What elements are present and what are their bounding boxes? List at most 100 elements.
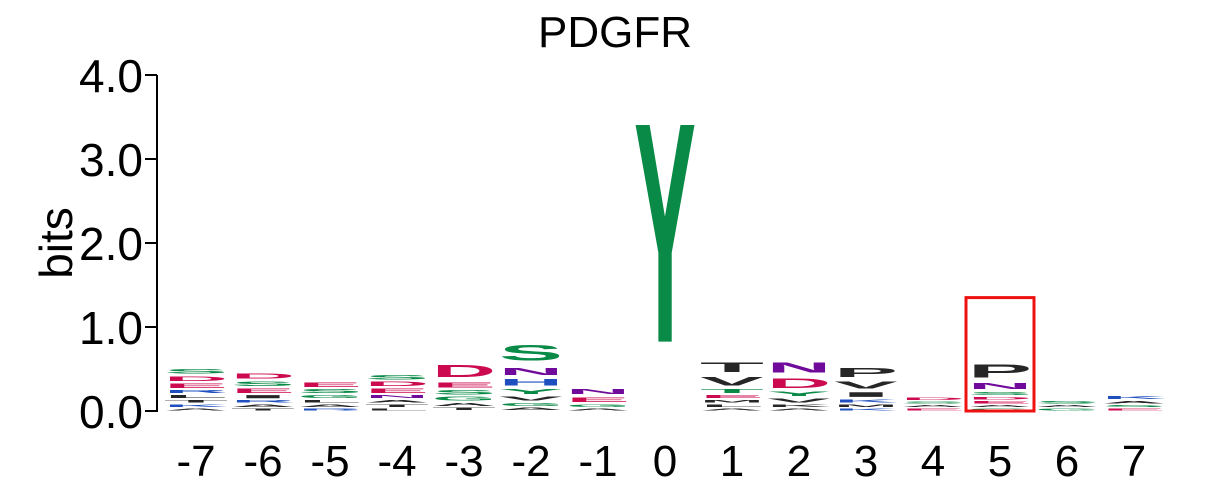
logo-letter: D	[365, 381, 429, 388]
y-axis-label: bits	[30, 207, 82, 279]
logo-letter: G	[566, 403, 630, 407]
logo-letter: S	[432, 389, 496, 396]
x-tick-label: -5	[310, 437, 349, 486]
logo-letter: G	[499, 402, 563, 407]
logo-letter: Y	[499, 388, 563, 396]
logo-letter: E	[901, 408, 965, 411]
logo-letter: E	[365, 387, 429, 394]
logo-letter: G	[298, 394, 362, 399]
logo-letter: E	[700, 394, 764, 399]
logo-letter: N	[566, 388, 630, 396]
y-axis-ticks: 0.0 1.0 2.0 3.0 4.0	[79, 50, 157, 438]
logo-letter: L	[700, 403, 764, 407]
highlight-box-layer	[964, 296, 1036, 413]
logo-letter: T	[700, 388, 764, 394]
logo-letter: R	[164, 389, 228, 394]
logo-letter: Y	[767, 391, 831, 398]
logo-letter: E	[566, 396, 630, 404]
y-tick-label: 4.0	[79, 50, 143, 102]
logo-letter: D	[901, 397, 965, 401]
logo-letter: G	[432, 396, 496, 402]
logo-letter: S	[365, 373, 429, 381]
logo-letter: N	[365, 394, 429, 399]
logo-letter: K	[164, 403, 228, 407]
logo-letter: A	[432, 402, 496, 407]
logo-letter: K	[767, 403, 831, 407]
logo-letter: T	[164, 399, 228, 403]
logo-letter: E	[968, 400, 1032, 404]
logo-letter: D	[432, 361, 496, 380]
logo-letter: L	[365, 408, 429, 411]
x-tick-label: 2	[787, 437, 811, 486]
x-tick-label: 1	[720, 437, 744, 486]
x-tick-label: -6	[243, 437, 282, 486]
logo-letter: D	[231, 372, 295, 380]
y-tick-label: 1.0	[79, 302, 143, 354]
logo-letter: A	[1102, 400, 1166, 404]
logo-letter: N	[499, 366, 563, 378]
logo-letter: M	[700, 399, 764, 403]
logo-letter: S	[901, 401, 965, 404]
logo-letter: M	[834, 403, 898, 407]
logo-letter: E	[164, 382, 228, 389]
x-tick-label: 6	[1055, 437, 1079, 486]
highlight-box	[964, 296, 1036, 413]
logo-letter: K	[834, 408, 898, 411]
logo-letter: E	[298, 382, 362, 389]
logo-letter: S	[499, 340, 563, 365]
logo-letter: A	[1035, 404, 1099, 407]
logo-letter: A	[298, 403, 362, 407]
x-tick-label: 0	[653, 437, 677, 486]
logo-letter: S	[231, 380, 295, 388]
logo-letter: A	[164, 408, 228, 411]
logo-letter: V	[700, 375, 764, 388]
x-tick-label: -2	[511, 437, 550, 486]
logo-letter: E	[432, 381, 496, 389]
logo-letter: A	[365, 399, 429, 403]
logo-letter: G	[968, 408, 1032, 411]
logo-letter: S	[968, 391, 1032, 396]
logo-letter: P	[834, 366, 898, 380]
logo-letter: P	[968, 360, 1032, 381]
logo-letter: V	[499, 396, 563, 402]
y-tick-label: 0.0	[79, 386, 143, 438]
logo-letter: N	[767, 359, 831, 376]
x-axis-ticks: -7 -6 -5 -4 -3 -2 -1 0 1 2 3 4 5 6 7	[176, 437, 1146, 486]
logo-letter: K	[834, 398, 898, 403]
logo-letter: N	[968, 382, 1032, 391]
x-tick-label: -4	[377, 437, 416, 486]
logo-letter: G	[1035, 408, 1099, 411]
logo-letter: I	[231, 394, 295, 399]
logo-letter: D	[767, 376, 831, 391]
logo-letter: V	[767, 398, 831, 404]
logo-letter: L	[298, 399, 362, 403]
logo-letter: S	[1102, 404, 1166, 407]
x-tick-label: -1	[578, 437, 617, 486]
logo-letter: I	[834, 391, 898, 399]
logo-letter: T	[432, 407, 496, 411]
logo-letter: Y	[634, 58, 696, 409]
logo-letter: H	[499, 377, 563, 387]
logo-letter: E	[1102, 408, 1166, 411]
logo-letter: A	[700, 408, 764, 411]
logo-letter: V	[834, 380, 898, 391]
x-tick-label: 3	[854, 437, 878, 486]
logo-letter: R	[231, 399, 295, 403]
y-tick-label: 2.0	[79, 218, 143, 270]
logo-letter: S	[1035, 400, 1099, 404]
logo-letter: K	[1102, 395, 1166, 400]
logo-letter: E	[231, 387, 295, 394]
logo-letter: A	[566, 408, 630, 411]
letter-stacks: AKTLREDSTARIESDRALGSELTANEDSTAGSEDAGVYHN…	[164, 58, 1166, 411]
logo-letter: T	[365, 403, 429, 407]
chart-title: PDGFR	[538, 8, 692, 57]
x-tick-label: 7	[1122, 437, 1146, 486]
logo-letter: L	[164, 394, 228, 399]
y-tick-label: 3.0	[79, 134, 143, 186]
logo-letter: S	[164, 367, 228, 375]
logo-letter: A	[767, 408, 831, 411]
x-tick-label: -3	[444, 437, 483, 486]
x-tick-label: -7	[176, 437, 215, 486]
logo-letter: D	[164, 375, 228, 383]
